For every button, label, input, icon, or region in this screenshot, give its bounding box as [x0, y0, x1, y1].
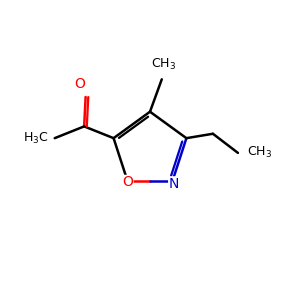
Text: H$_3$C: H$_3$C — [23, 130, 49, 146]
Text: CH$_3$: CH$_3$ — [247, 145, 272, 160]
Text: O: O — [122, 176, 133, 189]
Text: CH$_3$: CH$_3$ — [151, 57, 176, 72]
Text: O: O — [74, 77, 85, 91]
Text: N: N — [169, 177, 179, 191]
